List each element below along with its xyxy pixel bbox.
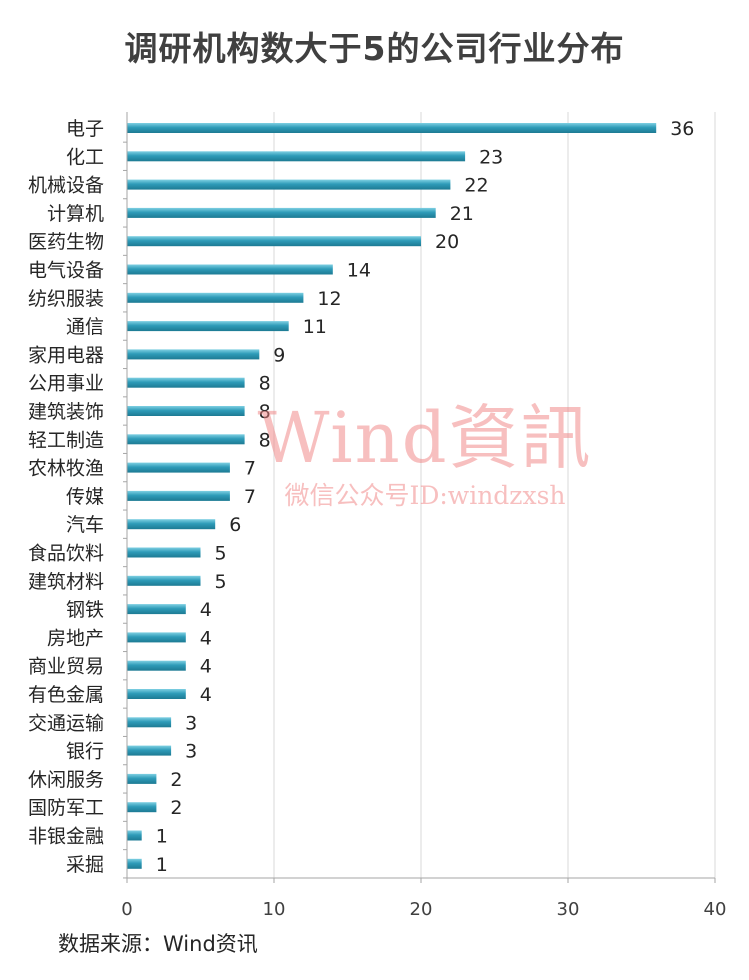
- bar: [127, 292, 304, 303]
- data-label: 5: [215, 543, 227, 565]
- bar: [127, 236, 421, 247]
- data-label: 6: [229, 514, 241, 536]
- category-label: 计算机: [47, 203, 104, 225]
- category-label: 家用电器: [28, 344, 104, 366]
- category-label: 传媒: [66, 486, 104, 508]
- bar: [127, 264, 333, 275]
- bar: [127, 858, 142, 869]
- data-label: 12: [317, 288, 341, 310]
- source-note: 数据来源：Wind资讯: [58, 932, 258, 956]
- data-label: 8: [259, 429, 271, 451]
- data-label: 4: [200, 599, 212, 621]
- bar: [127, 321, 289, 332]
- data-label: 8: [259, 401, 271, 423]
- bar: [127, 745, 172, 756]
- bar: [127, 660, 186, 671]
- category-label: 医药生物: [28, 231, 104, 253]
- category-label: 采掘: [66, 854, 104, 876]
- category-label: 纺织服装: [28, 288, 104, 310]
- bar: [127, 547, 201, 558]
- chart-title: 调研机构数大于5的公司行业分布: [124, 29, 625, 68]
- category-label: 有色金属: [28, 684, 104, 706]
- data-label: 23: [479, 146, 503, 168]
- category-label: 通信: [66, 316, 104, 338]
- data-label: 36: [670, 118, 694, 140]
- data-label: 14: [347, 260, 371, 282]
- data-label: 3: [185, 741, 197, 763]
- category-label: 轻工制造: [28, 429, 104, 451]
- bar: [127, 830, 142, 841]
- x-tick-label: 0: [121, 899, 132, 920]
- data-label: 22: [464, 175, 488, 197]
- x-tick-label: 30: [557, 899, 580, 920]
- data-label: 4: [200, 684, 212, 706]
- category-label: 农林牧渔: [28, 458, 104, 480]
- bar: [127, 519, 216, 530]
- bar: [127, 349, 260, 360]
- x-tick-label: 20: [410, 899, 433, 920]
- category-label: 钢铁: [66, 599, 104, 621]
- category-label: 食品饮料: [28, 543, 104, 565]
- data-label: 5: [215, 571, 227, 593]
- bar: [127, 462, 230, 473]
- category-label: 商业贸易: [28, 656, 104, 678]
- bar: [127, 773, 157, 784]
- data-label: 1: [156, 854, 168, 876]
- data-label: 21: [450, 203, 474, 225]
- category-label: 建筑装饰: [28, 401, 104, 423]
- category-label: 交通运输: [28, 712, 104, 734]
- data-label: 2: [170, 797, 182, 819]
- data-label: 8: [259, 373, 271, 395]
- bar: [127, 604, 186, 615]
- bar: [127, 377, 245, 388]
- data-label: 9: [273, 344, 285, 366]
- bar: [127, 434, 245, 445]
- category-label: 公用事业: [28, 373, 104, 395]
- x-tick-label: 10: [263, 899, 286, 920]
- bar: [127, 406, 245, 416]
- bar: [127, 802, 157, 813]
- category-label: 房地产: [47, 627, 104, 649]
- bar: [127, 179, 451, 190]
- category-label: 非银金融: [28, 826, 104, 848]
- data-label: 7: [244, 486, 256, 508]
- category-label: 电子: [66, 118, 104, 140]
- category-label: 汽车: [66, 514, 104, 536]
- category-label: 建筑材料: [28, 571, 104, 593]
- data-label: 20: [435, 231, 459, 253]
- category-label: 机械设备: [28, 175, 104, 197]
- bar: [127, 717, 172, 728]
- data-label: 2: [170, 769, 182, 791]
- bar: [127, 123, 657, 133]
- bar: [127, 575, 201, 586]
- category-label: 化工: [66, 146, 104, 168]
- data-label: 11: [303, 316, 327, 338]
- category-label: 电气设备: [28, 260, 104, 282]
- category-label: 银行: [66, 741, 104, 763]
- data-label: 4: [200, 656, 212, 678]
- bar: [127, 490, 230, 501]
- category-label: 休闲服务: [28, 769, 104, 791]
- data-label: 1: [156, 826, 168, 848]
- bar: [127, 151, 466, 162]
- data-label: 4: [200, 627, 212, 649]
- x-tick-label: 40: [704, 899, 727, 920]
- bar: [127, 689, 186, 699]
- data-label: 3: [185, 712, 197, 734]
- bar: [127, 207, 436, 218]
- data-label: 7: [244, 458, 256, 480]
- category-label: 国防军工: [28, 797, 104, 819]
- bar: [127, 632, 186, 643]
